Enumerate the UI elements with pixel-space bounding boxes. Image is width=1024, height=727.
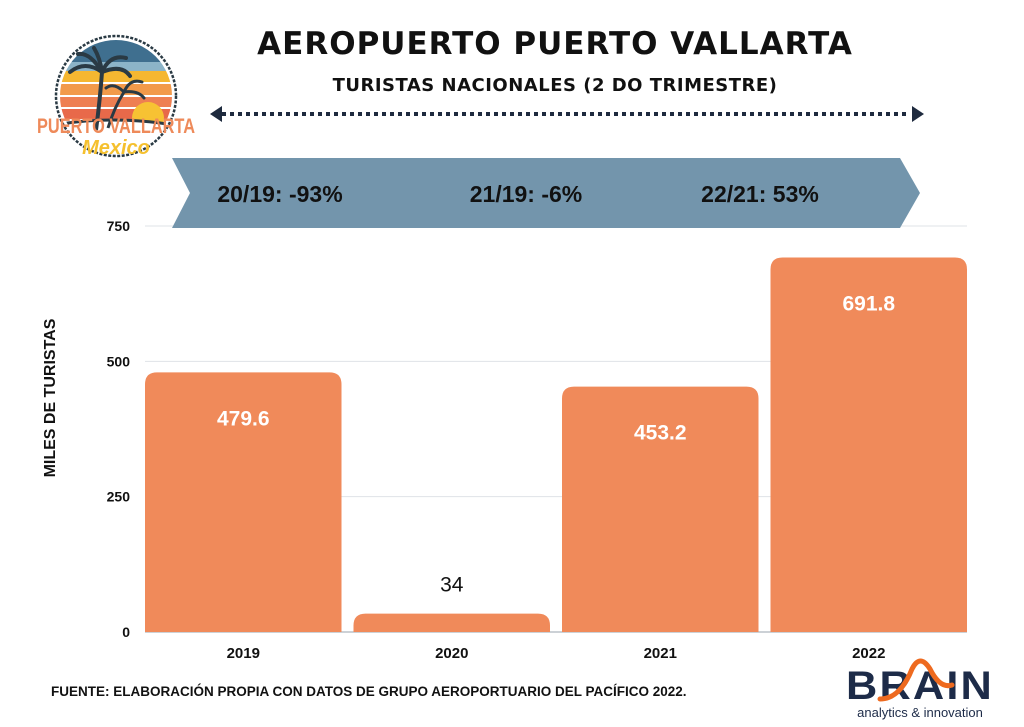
y-axis-label: MILES DE TURISTAS	[42, 318, 59, 477]
comparison-banner: 20/19: -93% 21/19: -6% 22/21: 53%	[172, 158, 920, 228]
banner-item-1: 20/19: -93%	[217, 181, 342, 207]
logo-text-script: Mexico	[82, 137, 150, 159]
brain-logo: BRAIN analytics & innovation	[840, 655, 1010, 723]
x-tick-label-2022: 2022	[852, 645, 885, 662]
y-tick-label: 250	[107, 489, 131, 505]
bar-2020	[353, 613, 550, 632]
x-tick-label-2021: 2021	[644, 645, 677, 662]
chart-subtitle: TURISTAS NACIONALES (2 DO TRIMESTRE)	[332, 75, 778, 96]
y-tick-label: 750	[107, 218, 131, 234]
brain-wave-icon	[877, 658, 955, 702]
data-label-2022: 691.8	[842, 293, 895, 316]
brain-logo-name: BRAIN	[846, 664, 994, 708]
data-label-2020: 34	[440, 574, 464, 597]
data-label-2021: 453.2	[634, 422, 687, 445]
bar-2019	[145, 372, 342, 632]
banner-chevron	[172, 158, 920, 228]
x-tick-label-2019: 2019	[227, 645, 260, 662]
y-tick-label: 0	[122, 624, 130, 640]
bar-2021	[562, 386, 759, 632]
bar-2022	[770, 257, 967, 632]
x-tick-label-2020: 2020	[435, 645, 468, 662]
banner-item-2: 21/19: -6%	[470, 181, 583, 207]
y-axis: 0 250 500 750	[107, 218, 131, 640]
x-axis: 2019 2020 2021 2022	[227, 645, 886, 662]
source-note: FUENTE: ELABORACIÓN PROPIA CON DATOS DE …	[51, 684, 687, 699]
palm-sunset-badge-icon: PUERTO VALLARTA Mexico	[37, 34, 195, 159]
bars: 479.6 34 453.2 691.8	[145, 257, 967, 632]
data-label-2019: 479.6	[217, 407, 270, 430]
double-arrow-icon	[210, 106, 924, 122]
brain-logo-tagline: analytics & innovation	[857, 705, 983, 720]
chart-title: AEROPUERTO PUERTO VALLARTA	[257, 26, 853, 62]
y-tick-label: 500	[107, 353, 131, 369]
banner-item-3: 22/21: 53%	[701, 181, 819, 207]
logo-text-main: PUERTO VALLARTA	[37, 115, 195, 138]
puerto-vallarta-logo: PUERTO VALLARTA Mexico	[30, 30, 202, 165]
